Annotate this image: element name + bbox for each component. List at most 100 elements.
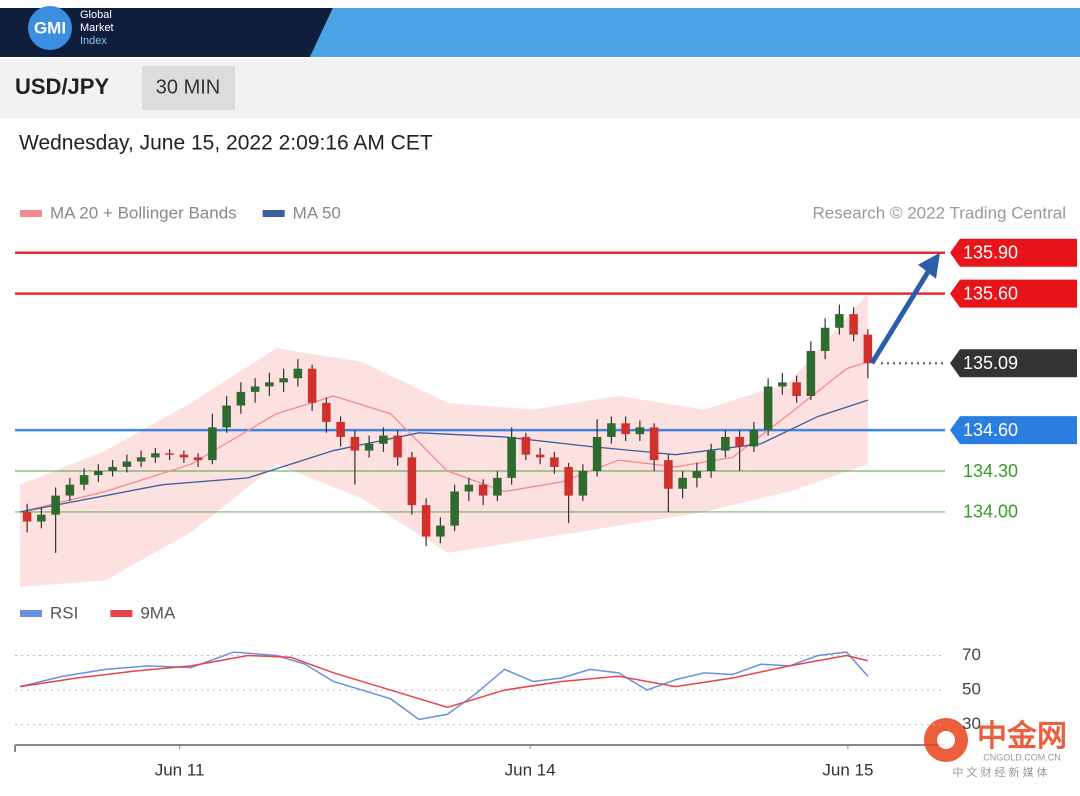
candle-body <box>863 334 873 364</box>
candle-body <box>51 495 60 515</box>
y-tick-label: 30 <box>962 714 981 733</box>
level-box <box>950 279 1077 308</box>
candle-body <box>521 436 531 455</box>
candle-body <box>592 436 602 472</box>
logo-circle <box>28 6 72 50</box>
symbol: USD/JPY <box>15 74 109 99</box>
timestamp: Wednesday, June 15, 2022 2:09:16 AM CET <box>19 132 433 155</box>
candle-body <box>350 436 360 451</box>
brand-bar <box>0 8 333 57</box>
candle-body <box>421 505 431 537</box>
candle-body <box>678 477 687 489</box>
candle-body <box>507 436 516 478</box>
candle-body <box>293 368 303 379</box>
watermark-name: 中金网 <box>977 719 1067 753</box>
candle-body <box>778 382 787 387</box>
candle-body <box>236 391 246 406</box>
candle-body <box>165 453 174 455</box>
candle-body <box>664 460 673 489</box>
timeframe-chip[interactable] <box>142 66 235 110</box>
indicator-line <box>19 651 869 721</box>
watermark-logo-inner <box>937 731 955 749</box>
bollinger-band <box>20 293 868 587</box>
x-tick-label: Jun 15 <box>822 760 873 779</box>
level-label: 135.60 <box>963 283 1018 303</box>
legend-swatch <box>20 610 42 617</box>
brand-line: Market <box>80 22 114 34</box>
candle-body <box>307 368 317 403</box>
level-box <box>950 238 1077 267</box>
candle-body <box>450 491 459 526</box>
candle-body <box>792 382 801 396</box>
candle-body <box>478 484 488 496</box>
y-tick-label: 50 <box>962 680 981 699</box>
level-label: 134.60 <box>963 420 1018 440</box>
candle-body <box>493 477 502 496</box>
candle-body <box>65 484 75 496</box>
y-tick-label: 70 <box>962 645 981 664</box>
candle-body <box>692 471 702 478</box>
candle-body <box>735 436 744 447</box>
legend-label: MA 50 <box>293 203 341 222</box>
level-label: 135.90 <box>963 242 1018 262</box>
watermark: 中金网 CNGOLD.COM.CN 中 文 财 经 新 媒 体 <box>924 718 1067 779</box>
ma-line <box>19 399 869 513</box>
candle-body <box>222 405 231 428</box>
candle-body <box>151 453 160 458</box>
level-label: 135.09 <box>963 353 1018 373</box>
candle-body <box>265 382 274 387</box>
candle-body <box>37 514 46 522</box>
candle-body <box>564 466 573 496</box>
watermark-site: CNGOLD.COM.CN <box>983 752 1061 762</box>
credit: Research © 2022 Trading Central <box>813 203 1067 222</box>
candle-body <box>721 436 730 451</box>
banner <box>310 8 1080 57</box>
legend-label: MA 20 + Bollinger Bands <box>50 203 237 222</box>
legend-label: RSI <box>50 603 78 622</box>
legend-swatch <box>262 210 285 217</box>
candle-body <box>763 386 773 431</box>
candle-body <box>79 475 89 485</box>
level-box <box>950 349 1077 378</box>
candle-body <box>193 457 203 461</box>
candle-body <box>464 484 474 492</box>
level-box <box>950 416 1077 445</box>
candle-body <box>806 350 816 396</box>
candle-body <box>179 454 189 458</box>
candle-body <box>94 471 103 476</box>
x-tick-label: Jun 11 <box>155 760 205 779</box>
candle-body <box>621 423 630 435</box>
candle-body <box>407 457 417 506</box>
candle-body <box>835 314 844 328</box>
forecast-arrow <box>869 267 933 365</box>
candle-body <box>849 314 858 335</box>
brand-line: Global <box>80 9 112 21</box>
candle-body <box>393 435 402 458</box>
candle-body <box>535 454 545 458</box>
candle-body <box>108 466 117 472</box>
candle-body <box>122 461 132 467</box>
candle-body <box>322 402 331 422</box>
candle-body <box>820 327 830 351</box>
timeframe[interactable]: 30 MIN <box>156 76 220 98</box>
x-tick-label: Jun 14 <box>505 760 556 779</box>
candle-body <box>379 435 388 444</box>
candle-body <box>706 450 716 472</box>
watermark-slogan: 中 文 财 经 新 媒 体 <box>952 765 1047 779</box>
candle-body <box>250 386 260 392</box>
candle-body <box>436 525 445 537</box>
candle-body <box>550 457 559 467</box>
forecast-arrowhead <box>918 252 940 279</box>
candle-body <box>22 511 32 522</box>
logo: GMI <box>34 18 66 37</box>
candle-body <box>336 421 345 437</box>
candle-body <box>208 427 217 461</box>
indicator-line <box>19 654 869 709</box>
candle-body <box>607 423 616 437</box>
level-label: 134.30 <box>963 461 1018 481</box>
level-label: 134.00 <box>963 502 1018 522</box>
candle-body <box>364 443 374 451</box>
candle-body <box>136 457 146 462</box>
